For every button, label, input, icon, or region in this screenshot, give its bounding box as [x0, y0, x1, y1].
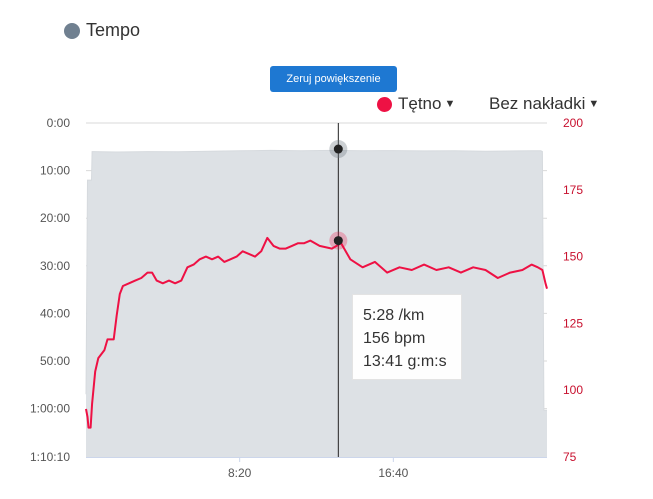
right-axis-tick-label: 150	[563, 250, 583, 264]
left-axis-tick-label: 20:00	[40, 211, 70, 225]
chart-tooltip: 5:28 /km 156 bpm 13:41 g:m:s	[352, 294, 462, 380]
tempo-area-series	[86, 150, 547, 457]
right-axis-tick-label: 125	[563, 316, 583, 330]
tooltip-heart-rate: 156 bpm	[363, 330, 426, 347]
left-axis-tick-label: 40:00	[40, 306, 70, 320]
heart-rate-legend-marker	[377, 96, 392, 112]
tempo-hover-point	[333, 144, 343, 154]
left-axis-tick-label: 1:10:10	[30, 450, 70, 464]
tooltip-pace: 5:28 /km	[363, 307, 425, 324]
left-axis-tick-label: 50:00	[40, 354, 70, 368]
reset-zoom-button[interactable]: Zeruj powiększenie	[270, 66, 397, 92]
heart-rate-hover-point	[333, 236, 343, 246]
right-axis-tick-label: 100	[563, 383, 583, 397]
overlay-dropdown[interactable]: Bez nakładki ▼	[489, 94, 599, 114]
tooltip-time: 13:41 g:m:s	[363, 353, 447, 370]
caret-down-icon: ▼	[588, 98, 600, 110]
heart-rate-series-dropdown[interactable]: Tętno ▼	[377, 94, 455, 114]
right-axis-ticks: 75 100 125 150 175 200	[563, 116, 583, 464]
caret-down-icon: ▼	[444, 98, 456, 110]
legend-tempo[interactable]: Tempo	[64, 20, 140, 41]
overlay-dropdown-label: Bez nakładki	[489, 94, 586, 113]
left-axis-tick-label: 1:00:00	[30, 402, 70, 416]
right-axis-tick-label: 175	[563, 183, 583, 197]
x-axis-tick-label: 8:20	[228, 466, 252, 480]
tempo-legend-label: Tempo	[86, 20, 141, 40]
heart-rate-series-line	[85, 236, 548, 429]
left-axis-tick-label: 10:00	[40, 164, 70, 178]
tempo-series-line	[85, 149, 547, 411]
right-axis-tick-label: 200	[563, 116, 583, 130]
left-axis-ticks: 0:00 10:00 20:00 30:00 40:00 50:00 1:00:00 1:10…	[30, 116, 70, 464]
left-axis-tick-label: 30:00	[40, 259, 70, 273]
hover-markers	[329, 140, 348, 250]
heart-rate-legend-label: Tętno	[398, 94, 442, 113]
right-axis-tick-label: 75	[563, 450, 577, 464]
left-axis-tick-label: 0:00	[47, 116, 71, 130]
x-axis-tick-label: 16:40	[378, 466, 408, 480]
x-axis-ticks: 8:20 16:40	[86, 457, 547, 480]
tempo-legend-marker	[64, 22, 80, 39]
